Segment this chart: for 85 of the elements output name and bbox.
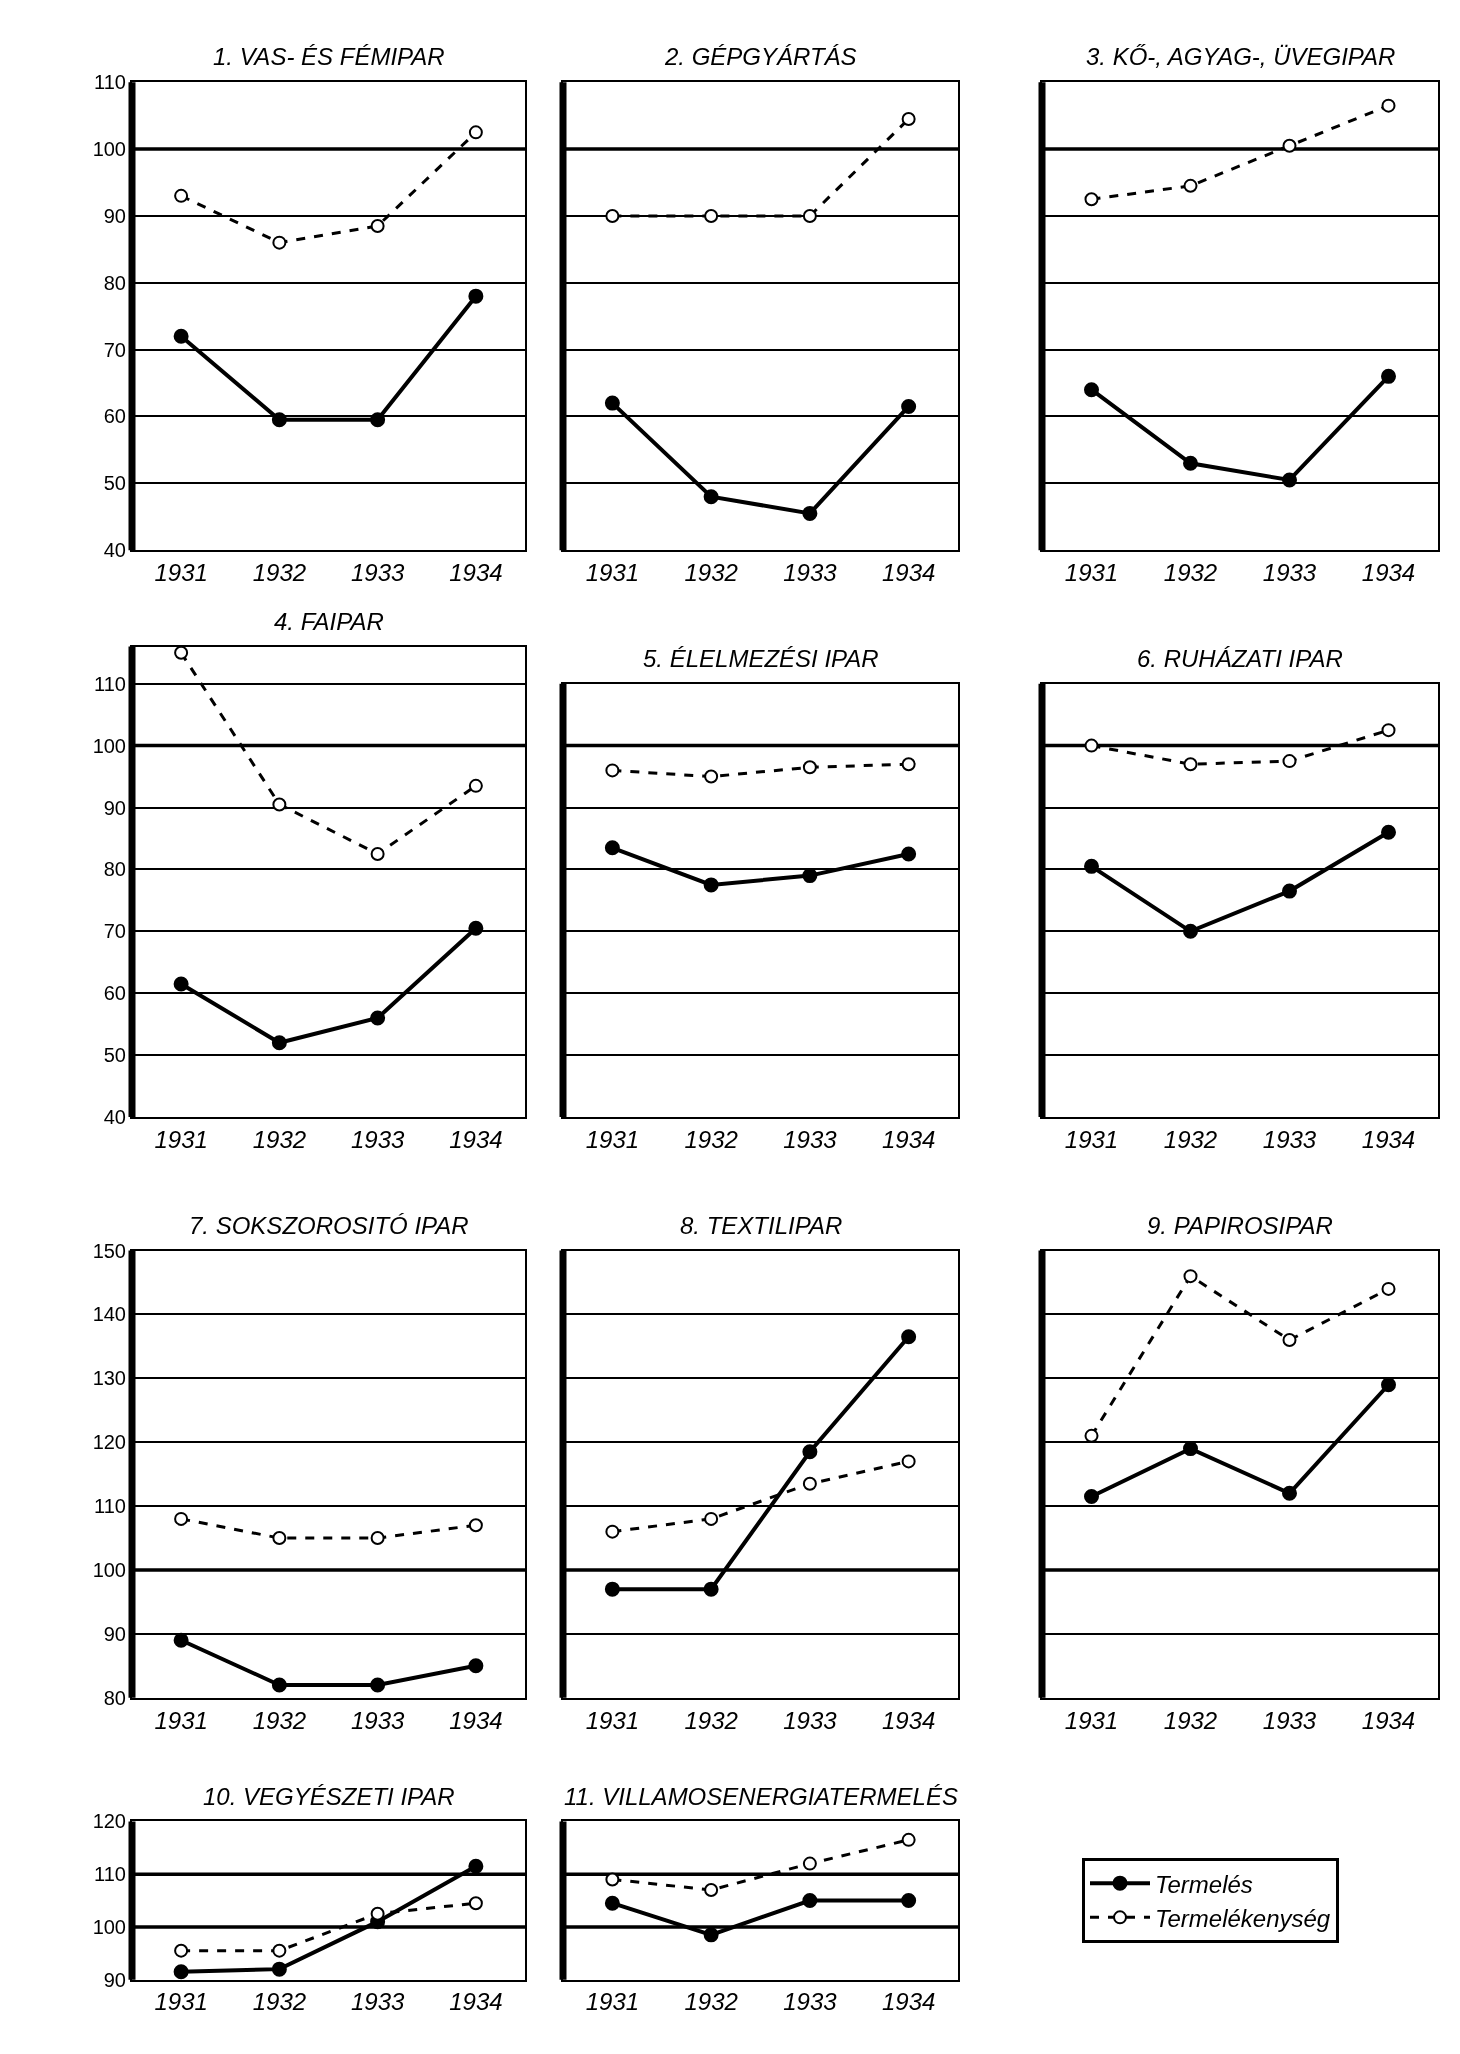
chart-title: 7. SOKSZOROSITÓ IPAR [189,1212,469,1239]
chart-title: 11. VILLAMOSENERGIATERMELÉS [564,1783,958,1810]
x-tick-label: 1934 [449,1706,503,1734]
chart-title: 6. RUHÁZATI IPAR [1137,645,1343,672]
x-tick-label: 1933 [783,558,838,586]
y-tick-label: 80 [103,271,126,294]
x-tick-label: 1933 [783,1988,838,2016]
x-tick-label: 1932 [252,1988,307,2016]
x-tick-label: 1931 [154,1988,208,2016]
y-tick-label: 50 [103,1044,126,1067]
y-tick-label: 140 [92,1303,126,1326]
y-tick-label: 70 [103,338,126,361]
x-tick-label: 1933 [783,1125,838,1153]
y-tick-label: 110 [94,71,126,94]
x-tick-label: 1933 [350,1125,405,1153]
y-tick-label: 100 [92,1558,126,1581]
x-tick-label: 1932 [252,558,307,586]
chart-title: 8. TEXTILIPAR [680,1212,843,1239]
y-tick-label: 80 [103,1686,126,1709]
x-tick-label: 1932 [684,1125,738,1153]
y-tick-label: 120 [92,1810,126,1833]
y-tick-label: 100 [92,734,126,757]
x-tick-label: 1931 [1064,558,1119,586]
x-tick-label: 1931 [585,1125,640,1153]
x-tick-label: 1933 [350,1706,405,1734]
x-tick-label: 1931 [154,1125,208,1153]
y-tick-label: 90 [103,1622,126,1645]
y-tick-label: 120 [92,1431,126,1454]
legend-label: Termelés [1155,1870,1253,1898]
y-tick-label: 60 [103,982,126,1005]
y-tick-label: 110 [94,1495,126,1518]
x-tick-label: 1932 [684,1988,738,2016]
chart-title: 9. PAPIROSIPAR [1147,1212,1333,1239]
x-tick-label: 1932 [252,1125,307,1153]
y-tick-label: 50 [103,472,126,495]
y-tick-label: 90 [103,1968,126,1991]
y-tick-label: 150 [92,1239,126,1262]
x-tick-label: 1932 [1163,1706,1218,1734]
x-tick-label: 1932 [252,1706,307,1734]
x-tick-label: 1931 [1064,1706,1119,1734]
x-tick-label: 1932 [1163,1125,1218,1153]
x-tick-label: 1934 [881,1988,936,2016]
y-tick-label: 90 [103,796,126,819]
x-tick-label: 1932 [1163,558,1218,586]
x-tick-label: 1933 [1262,558,1317,586]
x-tick-label: 1934 [449,1125,503,1153]
x-tick-label: 1931 [154,558,208,586]
x-tick-label: 1934 [881,1706,936,1734]
x-tick-label: 1934 [1361,1706,1416,1734]
chart-title: 2. GÉPGYÁRTÁS [664,43,857,70]
y-tick-label: 40 [103,539,126,562]
x-tick-label: 1932 [684,1706,738,1734]
x-tick-label: 1934 [449,1988,503,2016]
x-tick-label: 1934 [881,1125,936,1153]
x-tick-label: 1931 [154,1706,208,1734]
x-tick-label: 1931 [1064,1125,1119,1153]
y-tick-label: 100 [92,1915,126,1938]
x-tick-label: 1933 [350,558,405,586]
x-tick-label: 1931 [585,1706,640,1734]
x-tick-label: 1934 [449,558,503,586]
y-tick-label: 40 [103,1106,126,1129]
chart-title: 5. ÉLELMEZÉSI IPAR [643,645,879,672]
x-tick-label: 1933 [1262,1125,1317,1153]
y-tick-label: 130 [92,1367,126,1390]
y-tick-label: 100 [92,138,126,161]
x-tick-label: 1932 [684,558,738,586]
chart-title: 3. KŐ-, AGYAG-, ÜVEGIPAR [1086,43,1396,70]
x-tick-label: 1933 [350,1988,405,2016]
x-tick-label: 1931 [585,558,640,586]
y-tick-label: 90 [103,204,126,227]
y-tick-label: 70 [103,920,126,943]
x-tick-label: 1933 [1262,1706,1317,1734]
y-tick-label: 110 [94,1863,126,1886]
chart-title: 1. VAS- ÉS FÉMIPAR [213,43,445,70]
y-tick-label: 60 [103,405,126,428]
x-tick-label: 1934 [881,558,936,586]
x-tick-label: 1931 [585,1988,640,2016]
chart-title: 4. FAIPAR [274,608,384,635]
y-tick-label: 80 [103,858,126,881]
x-tick-label: 1934 [1361,1125,1416,1153]
y-tick-label: 110 [94,672,126,695]
x-tick-label: 1933 [783,1706,838,1734]
legend-label: Termelékenység [1155,1904,1331,1932]
chart-title: 10. VEGYÉSZETI IPAR [203,1783,455,1810]
x-tick-label: 1934 [1361,558,1416,586]
